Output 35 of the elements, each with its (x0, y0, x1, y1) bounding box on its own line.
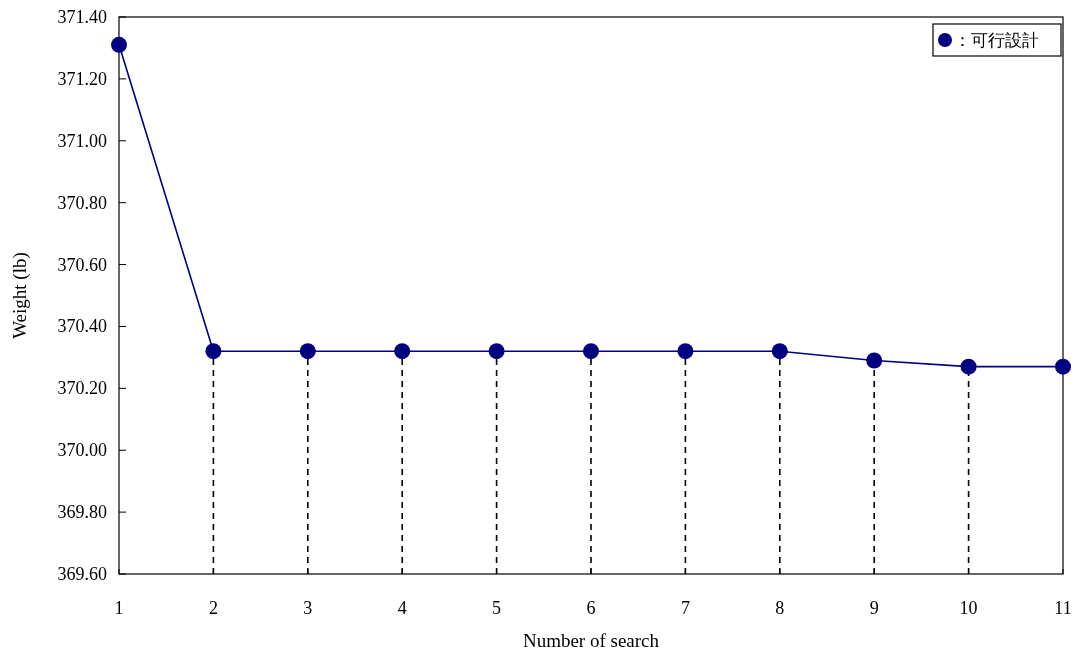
x-tick-label: 11 (1054, 598, 1072, 618)
x-tick-label: 9 (869, 598, 879, 618)
point (299, 343, 316, 360)
point (205, 343, 222, 360)
x-tick-label: 2 (208, 598, 218, 618)
y-tick-label: 370.40 (57, 316, 107, 337)
x-tick-label: 8 (775, 598, 785, 618)
y-tick-label: 371.00 (57, 130, 107, 151)
x-tick-label: 3 (303, 598, 313, 618)
point (866, 352, 883, 369)
x-tick-label: 6 (586, 598, 596, 618)
point (677, 343, 694, 360)
x-axis-title: Number of search (522, 630, 660, 651)
x-tick-label: 5 (492, 598, 502, 618)
point (488, 343, 505, 360)
legend-label: ：可行設計 (954, 30, 1039, 50)
y-tick-label: 371.20 (57, 68, 107, 89)
x-tick-label: 10 (959, 598, 978, 618)
point (394, 343, 411, 360)
x-tick-label: 7 (680, 598, 690, 618)
x-tick-label: 1 (114, 598, 124, 618)
y-tick-label: 370.20 (57, 378, 107, 399)
y-tick-label: 370.60 (57, 254, 107, 275)
point (1055, 358, 1071, 375)
point (583, 343, 599, 360)
y-tick-label: 369.80 (57, 502, 107, 523)
point (111, 36, 127, 53)
y-tick-label: 370.00 (57, 440, 107, 461)
y-axis-title: Weight (lb) (9, 252, 31, 339)
point (960, 358, 977, 375)
x-tick-label: 4 (397, 598, 407, 618)
y-tick-label: 370.80 (57, 192, 107, 213)
y-tick-label: 369.60 (57, 564, 107, 584)
y-tick-label: 371.40 (57, 7, 107, 27)
point (771, 343, 788, 360)
